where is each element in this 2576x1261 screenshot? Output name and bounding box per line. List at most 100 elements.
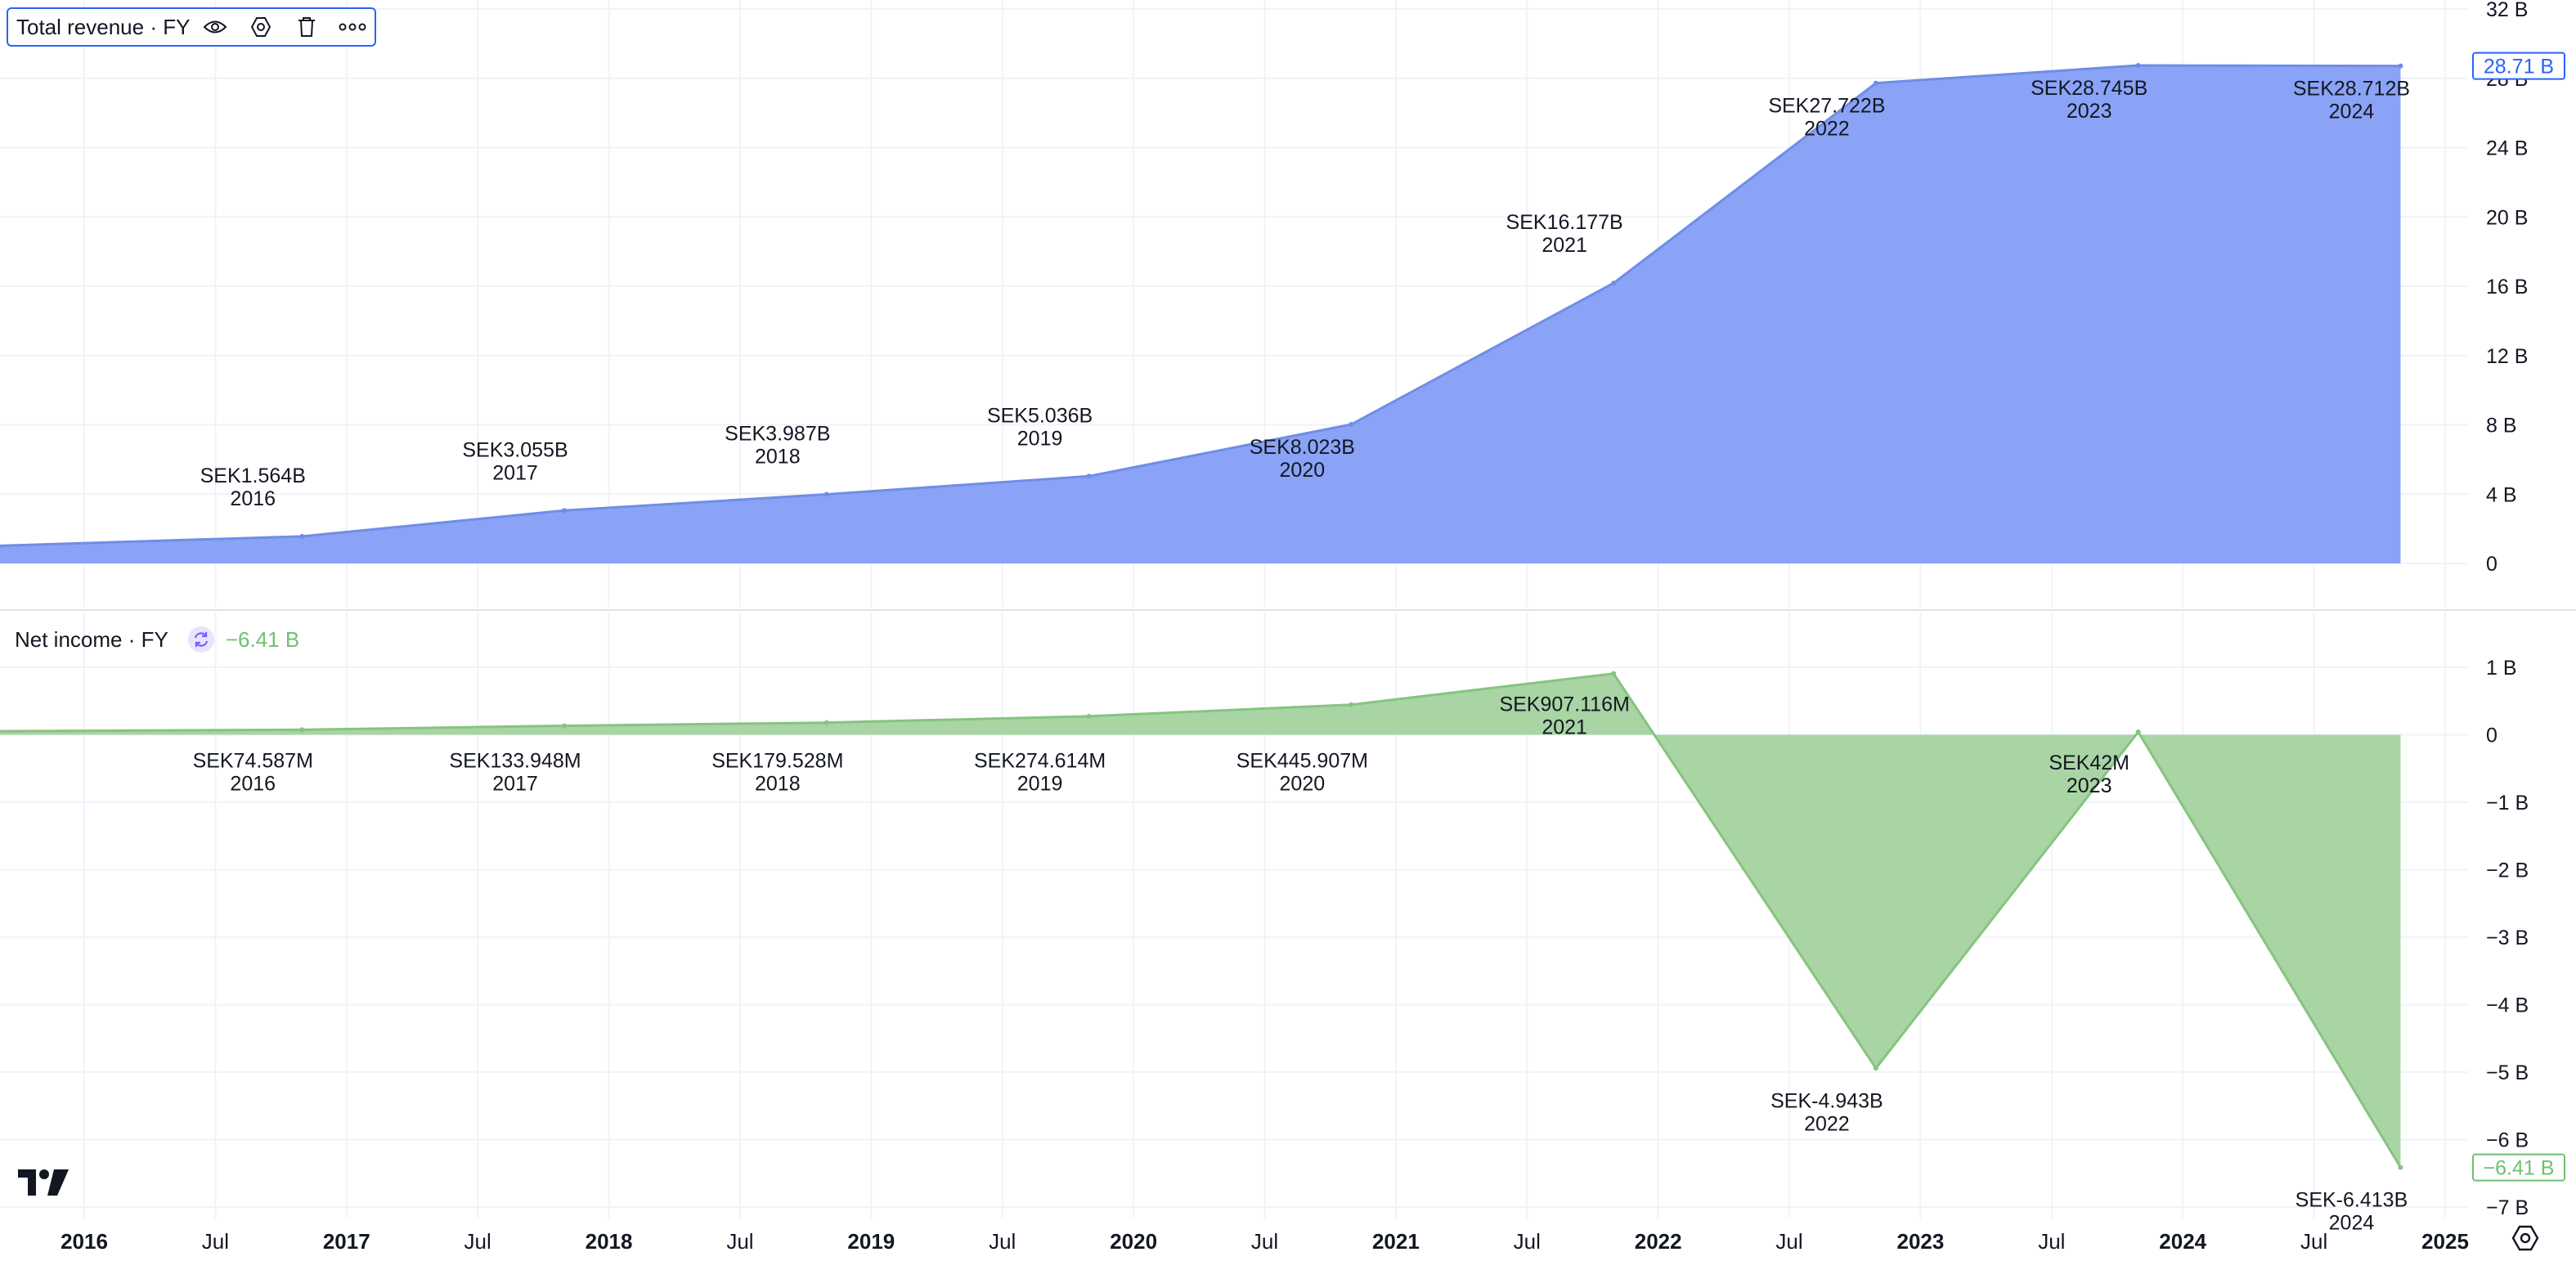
revenue-year-label: 2018 xyxy=(755,446,801,469)
revenue-year-label: 2021 xyxy=(1542,234,1587,257)
revenue-last-value-badge xyxy=(2472,52,2565,80)
revenue-y-tick-label: 8 B xyxy=(2486,415,2517,438)
revenue-last-value-label: 28.71 B xyxy=(2484,56,2554,79)
trash-icon[interactable] xyxy=(293,13,321,41)
x-tick-label: Jul xyxy=(2300,1229,2327,1254)
revenue-point xyxy=(1349,422,1354,428)
revenue-point xyxy=(2398,63,2403,69)
x-tick-label: 2019 xyxy=(847,1229,895,1254)
net-income-y-tick-label: 1 B xyxy=(2486,657,2517,680)
revenue-legend-title: Total revenue · FY xyxy=(16,14,191,39)
refresh-icon[interactable] xyxy=(187,626,214,653)
net-income-data-label: SEK133.948M xyxy=(449,750,581,773)
net-income-y-tick-label: −7 B xyxy=(2486,1196,2529,1219)
revenue-point xyxy=(1611,280,1617,286)
net-income-point xyxy=(2398,1165,2403,1170)
net-income-year-label: 2024 xyxy=(2329,1212,2375,1235)
revenue-y-tick-label: 12 B xyxy=(2486,345,2528,368)
net-income-point xyxy=(1873,1066,1878,1071)
net-income-line xyxy=(0,672,2402,1169)
net-income-last-value-badge xyxy=(2472,1153,2565,1182)
x-tick-label: Jul xyxy=(464,1229,491,1254)
net-income-data-label: SEK-4.943B xyxy=(1770,1089,1883,1112)
revenue-y-tick-label: 4 B xyxy=(2486,483,2517,506)
x-tick-label: Jul xyxy=(1775,1229,1802,1254)
net-income-data-label: SEK274.614M xyxy=(974,750,1106,773)
net-income-point xyxy=(1349,702,1354,707)
net-income-year-label: 2023 xyxy=(2067,774,2112,797)
revenue-year-label: 2023 xyxy=(2067,100,2112,123)
net-income-last-value-label: −6.41 B xyxy=(2484,1157,2555,1180)
x-tick-label: 2024 xyxy=(2159,1229,2206,1254)
eye-icon[interactable] xyxy=(201,13,229,41)
revenue-data-label: SEK16.177B xyxy=(1506,211,1623,234)
x-tick-label: Jul xyxy=(726,1229,753,1254)
revenue-point xyxy=(824,491,829,497)
net-income-point xyxy=(562,723,568,729)
revenue-data-label: SEK28.745B xyxy=(2031,77,2147,100)
net-income-data-label: SEK42M xyxy=(2049,752,2129,774)
net-income-area xyxy=(0,673,2401,1168)
net-income-year-label: 2022 xyxy=(1804,1112,1850,1135)
revenue-data-label: SEK3.055B xyxy=(462,438,568,461)
net-income-year-label: 2016 xyxy=(230,773,276,796)
settings-gear-icon[interactable] xyxy=(2511,1223,2540,1253)
price-axis[interactable]: 04 B8 B12 B16 B20 B24 B28 B32 B28.71 B1 … xyxy=(2472,0,2565,1219)
net-income-legend-value: −6.41 B xyxy=(225,626,300,652)
net-income-point xyxy=(824,720,829,725)
net-income-point xyxy=(1086,713,1092,719)
net-income-year-label: 2019 xyxy=(1017,773,1063,796)
net-income-y-tick-label: −2 B xyxy=(2486,859,2529,882)
revenue-legend[interactable]: Total revenue · FY xyxy=(7,7,377,47)
revenue-year-label: 2024 xyxy=(2329,101,2375,123)
revenue-area xyxy=(0,65,2401,563)
revenue-line xyxy=(0,64,2401,547)
net-income-y-tick-label: −3 B xyxy=(2486,927,2529,949)
x-tick-label: Jul xyxy=(202,1229,229,1254)
net-income-point xyxy=(1611,671,1617,676)
x-tick-label: 2025 xyxy=(2421,1229,2469,1254)
x-tick-label: Jul xyxy=(1251,1229,1278,1254)
revenue-point xyxy=(1873,80,1878,86)
net-income-legend-title: Net income · FY xyxy=(15,626,168,652)
net-income-year-label: 2018 xyxy=(755,773,801,796)
x-tick-label: 2020 xyxy=(1110,1229,1157,1254)
revenue-year-label: 2017 xyxy=(492,461,538,484)
x-tick-label: Jul xyxy=(1514,1229,1541,1254)
revenue-year-label: 2016 xyxy=(230,487,276,510)
revenue-point xyxy=(299,533,305,539)
x-tick-label: 2017 xyxy=(323,1229,370,1254)
net-income-y-tick-label: −6 B xyxy=(2486,1129,2529,1152)
net-income-year-label: 2021 xyxy=(1542,716,1587,739)
net-income-year-label: 2017 xyxy=(492,773,538,796)
revenue-data-label: SEK5.036B xyxy=(987,404,1093,427)
net-income-y-tick-label: −4 B xyxy=(2486,994,2529,1017)
revenue-data-label: SEK3.987B xyxy=(725,423,830,446)
net-income-y-tick-label: −5 B xyxy=(2486,1061,2529,1084)
revenue-point xyxy=(1086,473,1092,479)
x-tick-label: 2016 xyxy=(61,1229,108,1254)
x-tick-label: 2021 xyxy=(1372,1229,1420,1254)
net-income-data-label: SEK179.528M xyxy=(711,750,843,773)
time-axis[interactable]: 2016 Jul 2017 Jul 2018 Jul 2019 Jul 2020 Jul 2021 J… xyxy=(61,1229,2469,1254)
x-tick-label: Jul xyxy=(2038,1229,2065,1254)
more-icon[interactable] xyxy=(339,13,366,41)
net-income-point xyxy=(299,727,305,733)
net-income-data-label: SEK-6.413B xyxy=(2296,1189,2408,1212)
tradingview-logo[interactable] xyxy=(18,1168,70,1197)
net-income-y-tick-label: −1 B xyxy=(2486,792,2529,814)
net-income-point xyxy=(2135,729,2141,735)
net-income-data-label: SEK907.116M xyxy=(1499,693,1629,716)
settings-icon[interactable] xyxy=(247,13,275,41)
revenue-point xyxy=(2135,62,2141,68)
revenue-year-label: 2022 xyxy=(1804,118,1850,141)
revenue-data-label: SEK27.722B xyxy=(1768,95,1885,118)
revenue-y-tick-label: 24 B xyxy=(2486,137,2528,160)
revenue-y-tick-label: 0 xyxy=(2486,553,2497,576)
revenue-year-label: 2019 xyxy=(1017,427,1063,450)
revenue-point xyxy=(562,508,568,514)
net-income-legend[interactable]: Net income · FY −6.41 B xyxy=(15,622,299,657)
